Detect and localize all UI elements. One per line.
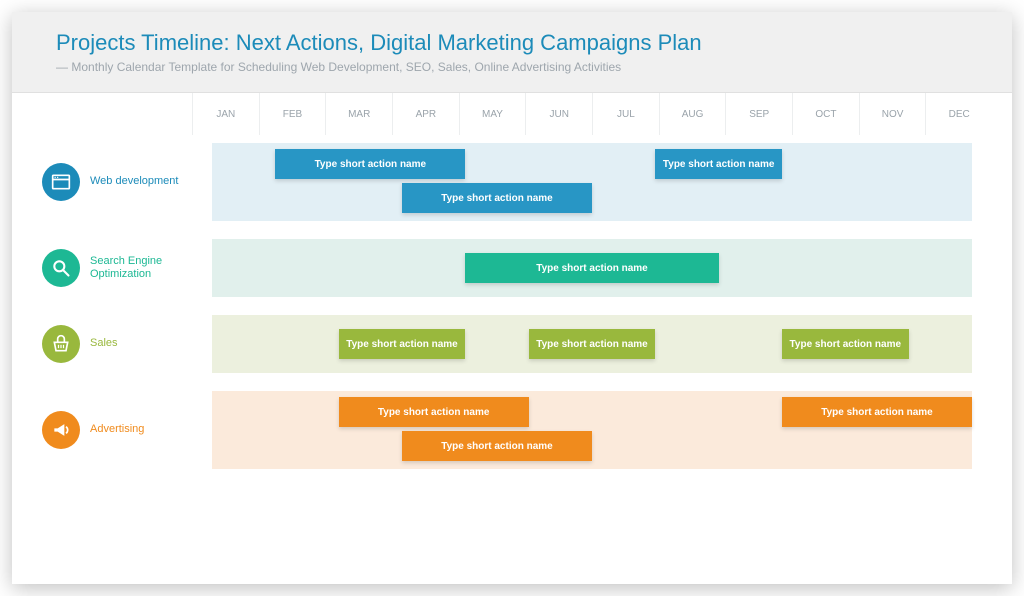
tracks-container: Web developmentType short action nameTyp…	[32, 143, 992, 469]
bars-layer: Type short action name Type short action …	[212, 315, 972, 373]
page-title: Projects Timeline: Next Actions, Digital…	[56, 30, 968, 56]
month-jun: JUN	[525, 93, 592, 135]
month-jul: JUL	[592, 93, 659, 135]
action-bar[interactable]: Type short action name	[782, 397, 972, 427]
track-label-text: Advertising	[90, 423, 144, 436]
month-oct: OCT	[792, 93, 859, 135]
bars-layer: Type short action name	[212, 239, 972, 297]
track-web-dev: Web developmentType short action nameTyp…	[32, 143, 992, 221]
month-dec: DEC	[925, 93, 992, 135]
timeline: JANFEBMARAPRMAYJUNJULAUGSEPOCTNOVDEC Web…	[12, 93, 1012, 469]
megaphone-icon	[42, 411, 80, 449]
track-label-text: Search Engine Optimization	[90, 255, 180, 281]
action-bar[interactable]: Type short action name	[402, 431, 592, 461]
track-advertising: AdvertisingType short action nameType sh…	[32, 391, 992, 469]
action-bar[interactable]: Type short action name	[275, 149, 465, 179]
action-bar[interactable]: Type short action name	[339, 329, 466, 359]
track-label: Advertising	[32, 411, 192, 449]
month-feb: FEB	[259, 93, 326, 135]
action-bar[interactable]: Type short action name	[529, 329, 656, 359]
months-header: JANFEBMARAPRMAYJUNJULAUGSEPOCTNOVDEC	[192, 93, 992, 135]
month-may: MAY	[459, 93, 526, 135]
month-apr: APR	[392, 93, 459, 135]
search-icon	[42, 249, 80, 287]
browser-icon	[42, 163, 80, 201]
track-sales: SalesType short action nameType short ac…	[32, 315, 992, 373]
month-jan: JAN	[192, 93, 259, 135]
slide: Projects Timeline: Next Actions, Digital…	[12, 12, 1012, 584]
track-label: Search Engine Optimization	[32, 249, 192, 287]
basket-icon	[42, 325, 80, 363]
bars-layer: Type short action name Type short action …	[212, 143, 972, 221]
track-label-text: Sales	[90, 337, 118, 350]
page-subtitle: Monthly Calendar Template for Scheduling…	[56, 60, 968, 74]
action-bar[interactable]: Type short action name	[339, 397, 529, 427]
action-bar[interactable]: Type short action name	[402, 183, 592, 213]
action-bar[interactable]: Type short action name	[465, 253, 718, 283]
track-seo: Search Engine Optimization Type short act…	[32, 239, 992, 297]
month-nov: NOV	[859, 93, 926, 135]
action-bar[interactable]: Type short action name	[655, 149, 782, 179]
month-aug: AUG	[659, 93, 726, 135]
header: Projects Timeline: Next Actions, Digital…	[12, 12, 1012, 93]
month-mar: MAR	[325, 93, 392, 135]
track-label-text: Web development	[90, 175, 178, 188]
action-bar[interactable]: Type short action name	[782, 329, 909, 359]
bars-layer: Type short action name Type short action …	[212, 391, 972, 469]
month-sep: SEP	[725, 93, 792, 135]
track-label: Web development	[32, 163, 192, 201]
track-label: Sales	[32, 325, 192, 363]
